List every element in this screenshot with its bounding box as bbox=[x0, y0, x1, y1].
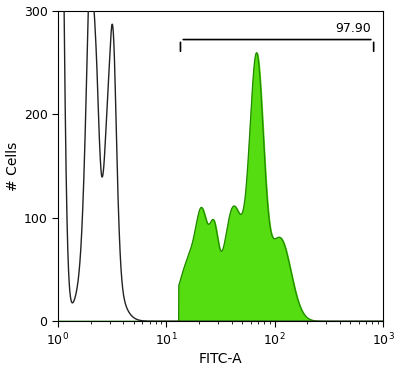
X-axis label: FITC-A: FITC-A bbox=[199, 352, 242, 366]
Text: 97.90: 97.90 bbox=[336, 22, 371, 35]
Y-axis label: # Cells: # Cells bbox=[6, 141, 20, 190]
